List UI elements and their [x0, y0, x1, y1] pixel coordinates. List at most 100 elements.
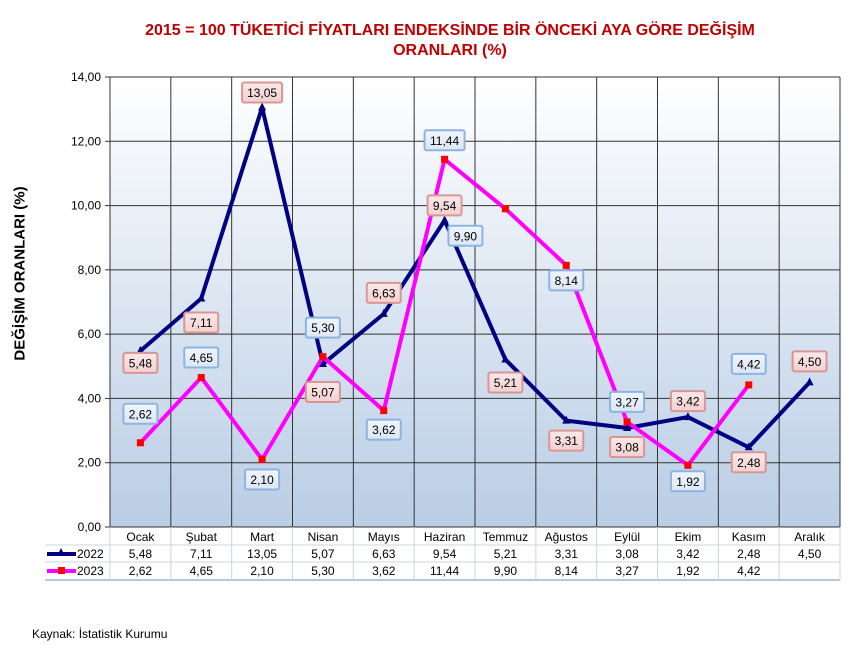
category-label: Şubat [186, 530, 218, 544]
table-cell: 7,11 [190, 547, 213, 561]
table-cell: 9,90 [494, 564, 518, 578]
data-point-marker [197, 374, 205, 382]
category-label: Ocak [126, 530, 155, 544]
data-label: 5,30 [311, 321, 335, 335]
data-point-marker [318, 359, 327, 368]
data-label-box [548, 269, 585, 292]
table-cell: 5,21 [494, 547, 518, 561]
data-label: 4,42 [737, 357, 761, 371]
table-cell: 2,10 [250, 564, 274, 578]
legend-label-2023: 2023 [77, 564, 104, 578]
legend-marker-triangle [57, 548, 65, 556]
data-label: 3,42 [676, 395, 700, 409]
data-label-box [447, 224, 484, 247]
data-label-box [609, 436, 646, 458]
table-cell: 4,65 [190, 564, 214, 578]
category-label: Mart [250, 530, 275, 544]
data-label: 11,44 [430, 134, 459, 148]
data-label: 5,21 [494, 376, 518, 390]
data-point-marker [562, 261, 570, 269]
data-label-box [122, 402, 159, 425]
data-label-box [365, 281, 402, 304]
y-tick-label: 12,00 [71, 134, 101, 148]
table-cell: 9,54 [433, 547, 457, 561]
data-label: 9,90 [454, 229, 478, 243]
table-cell: 4,42 [737, 564, 761, 578]
category-label: Ağustos [545, 530, 588, 544]
data-point-marker [380, 407, 388, 415]
source-note: Kaynak: İstatistik Kurumu [32, 627, 168, 641]
y-tick-label: 14,00 [71, 70, 101, 84]
category-label: Haziran [424, 530, 465, 544]
y-tick-label: 0,00 [78, 520, 102, 534]
table-cell: 1,92 [676, 564, 700, 578]
table-cell: 3,08 [615, 547, 639, 561]
data-label-box [791, 350, 828, 373]
table-cell: 8,14 [555, 564, 579, 578]
table-cell: 2,48 [737, 547, 761, 561]
y-tick-label: 6,00 [78, 327, 102, 341]
data-label-box [609, 390, 646, 413]
category-label: Ekim [675, 530, 702, 544]
data-point-marker [501, 205, 509, 213]
legend-label-2022: 2022 [77, 547, 104, 561]
data-point-marker [258, 102, 267, 111]
data-label: 1,92 [676, 475, 700, 489]
data-point-marker [258, 456, 266, 463]
data-label: 6,63 [372, 286, 396, 300]
data-point-marker [623, 418, 631, 426]
data-point-marker [683, 412, 692, 421]
data-label: 7,11 [190, 316, 213, 330]
data-label: 3,08 [615, 441, 639, 455]
data-label: 3,62 [372, 423, 396, 437]
data-label-box [183, 346, 220, 369]
table-cell: 6,63 [372, 547, 396, 561]
data-label-box [304, 316, 341, 339]
category-label: Eylül [614, 530, 640, 544]
y-tick-label: 2,00 [78, 456, 102, 470]
data-point-marker [744, 442, 753, 451]
data-label: 5,07 [311, 386, 335, 400]
data-label: 13,05 [247, 86, 277, 100]
data-label-box [669, 470, 706, 493]
y-tick-label: 10,00 [71, 199, 101, 213]
data-label: 2,62 [129, 407, 153, 421]
data-point-marker [197, 293, 206, 302]
table-cell: 2,62 [129, 564, 153, 578]
data-point-marker [623, 423, 632, 431]
table-cell: 3,31 [555, 547, 579, 561]
data-label: 3,31 [555, 434, 579, 448]
table-cell: 3,62 [372, 564, 396, 578]
data-point-marker [562, 415, 571, 424]
data-point-marker [379, 308, 388, 317]
data-label: 2,10 [250, 473, 274, 487]
data-label: 9,54 [433, 199, 457, 213]
data-label-box [122, 351, 159, 374]
table-cell: 11,44 [430, 564, 459, 578]
data-point-marker [319, 353, 327, 361]
data-point-marker [745, 381, 753, 389]
data-label-box [487, 371, 524, 394]
data-label-box [730, 451, 767, 474]
data-point-marker [441, 155, 449, 163]
data-label: 4,50 [798, 355, 822, 369]
table-cell: 5,48 [129, 547, 153, 561]
table-cell: 3,42 [676, 547, 700, 561]
data-label: 3,27 [615, 395, 639, 409]
data-label-box [304, 381, 341, 404]
data-label-box [426, 194, 463, 217]
chart-title-line2: ORANLARI (%) [393, 42, 507, 59]
legend-marker-square [58, 567, 65, 574]
data-point-marker [501, 354, 510, 363]
data-label: 2,48 [737, 456, 761, 470]
table-cell: 5,07 [311, 547, 335, 561]
data-label-box [365, 418, 402, 441]
category-label: Temmuz [483, 530, 528, 544]
data-label: 8,14 [555, 274, 579, 288]
data-point-marker [684, 461, 692, 469]
data-point-marker [136, 439, 144, 447]
data-label-box [423, 129, 466, 152]
data-point-marker [440, 215, 449, 224]
